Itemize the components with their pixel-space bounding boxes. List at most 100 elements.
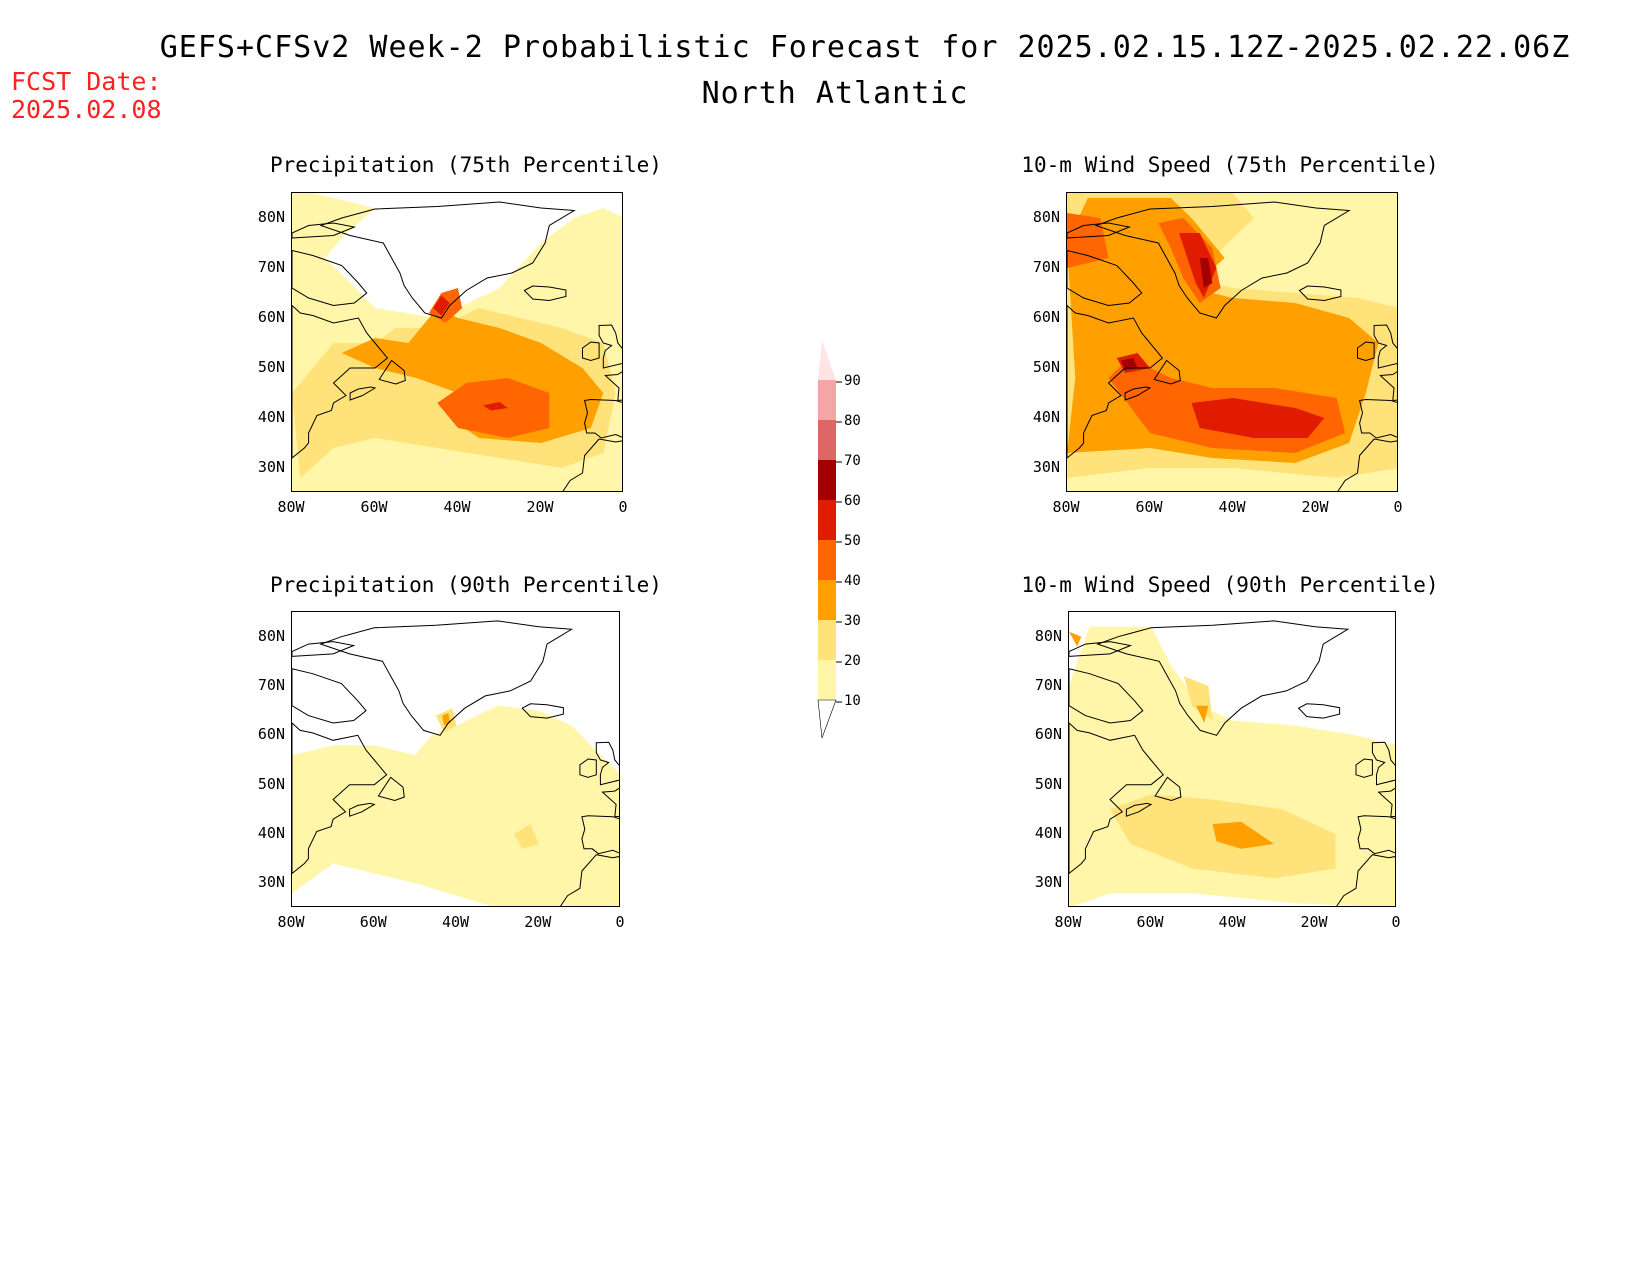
lat-tick-label: 60N bbox=[257, 308, 285, 326]
coastline bbox=[1298, 285, 1342, 302]
coastline bbox=[604, 371, 622, 402]
coastline bbox=[292, 668, 367, 724]
lat-tick-label: 30N bbox=[1034, 873, 1062, 892]
coastline bbox=[1297, 703, 1341, 719]
probability-contour bbox=[1212, 821, 1274, 849]
coastline bbox=[579, 758, 597, 778]
panel-title: 10-m Wind Speed (75th Percentile) bbox=[1021, 153, 1439, 177]
lon-tick-label: 20W bbox=[524, 913, 552, 931]
coastline bbox=[349, 386, 377, 401]
colorbar-swatch bbox=[818, 580, 836, 620]
map-field bbox=[292, 620, 619, 906]
lat-tick-label: 40N bbox=[257, 824, 285, 842]
coastline bbox=[1377, 787, 1395, 818]
region-subtitle: North Atlantic bbox=[701, 76, 969, 111]
coastline bbox=[1069, 668, 1144, 724]
map-precip-75 bbox=[291, 192, 623, 492]
colorbar: 90 80 70 60 50 40 30 20 10 bbox=[810, 335, 890, 745]
lon-tick-label: 80W bbox=[1052, 498, 1080, 516]
coastline bbox=[377, 776, 405, 802]
probability-contour bbox=[1191, 398, 1325, 438]
coastline bbox=[523, 285, 567, 302]
lat-tick-label: 40N bbox=[1034, 824, 1062, 842]
coastline bbox=[1373, 324, 1397, 369]
coastline bbox=[595, 741, 619, 786]
colorbar-label: 50 bbox=[844, 533, 861, 549]
lon-tick-label: 40W bbox=[1218, 913, 1246, 931]
probability-contour bbox=[514, 824, 539, 849]
coastline bbox=[1069, 641, 1133, 657]
coastline bbox=[560, 854, 619, 906]
panel-title: 10-m Wind Speed (90th Percentile) bbox=[1021, 573, 1439, 597]
colorbar-swatch bbox=[818, 380, 836, 420]
map-field bbox=[292, 193, 622, 491]
colorbar-swatch bbox=[818, 660, 836, 700]
coastline bbox=[582, 341, 600, 362]
coastline bbox=[1153, 359, 1181, 385]
coastline bbox=[319, 620, 574, 736]
lon-tick-label: 20W bbox=[1301, 498, 1329, 516]
map-wind-75 bbox=[1066, 192, 1398, 492]
coastline bbox=[598, 324, 622, 369]
lon-tick-label: 80W bbox=[1054, 913, 1082, 931]
coastline bbox=[292, 249, 368, 307]
colorbar-label: 30 bbox=[844, 613, 861, 629]
coastline bbox=[1067, 304, 1164, 459]
coastline bbox=[292, 641, 356, 657]
lat-tick-label: 30N bbox=[1032, 458, 1060, 476]
lon-tick-label: 80W bbox=[277, 913, 305, 931]
map-field bbox=[1069, 620, 1395, 906]
coastline bbox=[1067, 222, 1132, 239]
lat-tick-label: 40N bbox=[1032, 408, 1060, 426]
lon-tick-label: 0 bbox=[618, 498, 628, 516]
coastline bbox=[1124, 386, 1152, 401]
colorbar-swatch bbox=[818, 420, 836, 460]
coastline bbox=[349, 802, 376, 817]
colorbar-label: 20 bbox=[844, 653, 861, 669]
fcst-date-label: FCST Date: bbox=[11, 67, 162, 96]
fcst-date-value: 2025.02.08 bbox=[11, 95, 162, 124]
lon-tick-label: 0 bbox=[1391, 913, 1401, 931]
lon-tick-label: 40W bbox=[1218, 498, 1246, 516]
probability-contour bbox=[433, 295, 450, 316]
lon-tick-label: 20W bbox=[1300, 913, 1328, 931]
lat-tick-label: 30N bbox=[257, 873, 285, 892]
lon-tick-label: 0 bbox=[1393, 498, 1403, 516]
lat-tick-label: 80N bbox=[1032, 208, 1060, 226]
colorbar-swatch bbox=[818, 460, 836, 500]
coastline bbox=[1094, 201, 1351, 319]
colorbar-swatch bbox=[818, 620, 836, 660]
coastline bbox=[562, 438, 622, 491]
probability-contour bbox=[482, 402, 508, 411]
coastline bbox=[319, 201, 576, 319]
colorbar-swatches bbox=[817, 340, 842, 739]
map-wind-90 bbox=[1068, 611, 1396, 907]
colorbar-swatch bbox=[818, 500, 836, 540]
lat-tick-label: 50N bbox=[257, 774, 285, 793]
probability-contour bbox=[1121, 358, 1138, 371]
coastline bbox=[1067, 249, 1143, 307]
coastline bbox=[1337, 438, 1397, 491]
lon-tick-label: 60W bbox=[1136, 913, 1164, 931]
coastline bbox=[378, 359, 406, 385]
lat-tick-label: 80N bbox=[257, 208, 285, 226]
lat-tick-label: 60N bbox=[1034, 725, 1062, 744]
coastline bbox=[583, 398, 622, 439]
coastline bbox=[292, 304, 389, 459]
coastline bbox=[521, 703, 564, 719]
coastline bbox=[1125, 802, 1153, 817]
probability-contour bbox=[1199, 258, 1213, 288]
coastline bbox=[1358, 398, 1397, 439]
lat-tick-label: 50N bbox=[1032, 358, 1060, 376]
lon-tick-label: 60W bbox=[1135, 498, 1163, 516]
lat-tick-label: 50N bbox=[1034, 774, 1062, 793]
coastline bbox=[1357, 815, 1395, 855]
lat-tick-label: 80N bbox=[257, 626, 285, 645]
lon-tick-label: 40W bbox=[441, 913, 470, 931]
lon-tick-label: 40W bbox=[443, 498, 471, 516]
lat-tick-label: 70N bbox=[1032, 258, 1060, 276]
coastline bbox=[1357, 341, 1375, 362]
coastline bbox=[292, 222, 357, 239]
lat-tick-label: 80N bbox=[1034, 626, 1062, 645]
lat-tick-label: 70N bbox=[257, 258, 285, 276]
